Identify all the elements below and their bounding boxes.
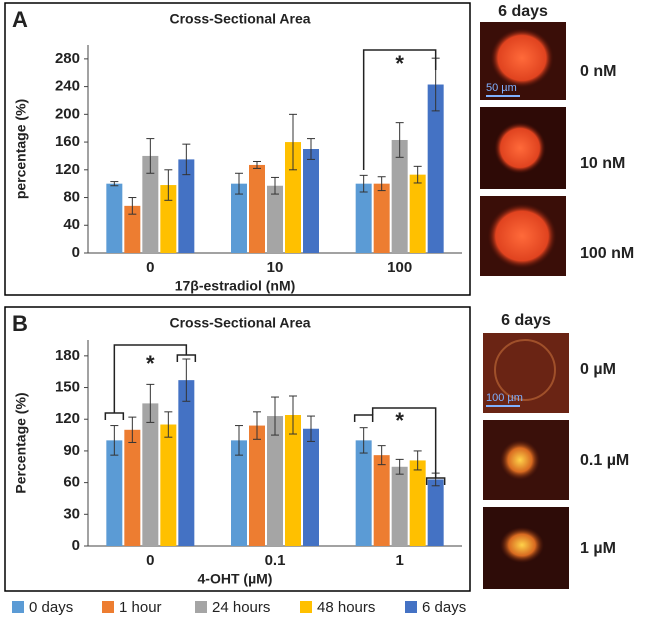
x-tick-label: 1 [395,552,403,569]
bar [267,185,283,253]
legend-swatch [405,601,417,613]
spheroid [490,28,554,88]
micrograph-label: 0 nM [580,63,616,80]
legend-swatch [300,601,312,613]
significance-marker: * [146,351,155,376]
bar [160,424,177,546]
y-axis-label: Percentage (%) [13,392,29,493]
bar [124,429,141,546]
significance-marker: * [395,51,404,76]
x-tick-label: 0.1 [265,552,286,569]
micrograph-label: 100 nM [580,245,634,262]
spheroid [487,203,557,269]
x-tick-label: 100 [387,259,412,276]
bar [373,183,390,253]
y-tick-label: 120 [55,161,80,178]
bar [409,174,426,253]
significance-bracket [353,414,374,422]
bar [178,159,195,253]
spheroid [494,339,556,401]
bar [231,183,247,253]
x-tick-label: 0 [146,259,154,276]
bar [355,440,372,546]
bar [391,139,408,253]
x-tick-label: 10 [267,259,284,276]
micrograph-label: 0.1 µM [580,452,629,469]
chart-title: Cross-Sectional Area [169,315,310,331]
bar [142,155,159,253]
legend-label: 24 hours [212,599,270,616]
bar [303,149,319,253]
bar [231,440,247,546]
panel-frame [4,306,471,592]
legend-label: 1 hour [119,599,162,616]
legend-label: 6 days [422,599,466,616]
scale-label: 50 µm [486,82,517,94]
y-tick-label: 0 [72,244,80,261]
legend-swatch [102,601,114,613]
bar [106,440,123,546]
bar [178,380,195,546]
panel-frame [4,2,471,296]
bar [373,455,390,546]
bar [267,416,283,546]
micrographs [480,22,569,589]
y-tick-label: 40 [63,216,80,233]
chart-title: Cross-Sectional Area [169,11,310,27]
y-tick-label: 150 [55,379,80,396]
bar [249,164,265,253]
bar [124,205,141,253]
micrograph-title: 6 days [498,3,548,20]
bar [427,479,444,546]
bar [142,403,159,546]
micrograph-label: 1 µM [580,540,616,557]
y-axis-label: percentage (%) [13,99,29,199]
legend-swatch [12,601,24,613]
bar [427,84,444,254]
y-tick-label: 160 [55,133,80,150]
micrograph-title: 6 days [501,312,551,329]
x-axis-label: 17β-estradiol (nM) [175,278,296,294]
significance-bracket [362,49,437,170]
y-tick-label: 200 [55,105,80,122]
y-tick-label: 280 [55,50,80,67]
bar [106,183,123,253]
y-tick-label: 120 [55,410,80,427]
y-tick-label: 80 [63,189,80,206]
legend-label: 48 hours [317,599,375,616]
spheroid [500,527,544,563]
bar [249,425,265,546]
spheroid [500,440,540,480]
panel-label: B [12,311,28,336]
spheroid [494,122,546,174]
scale-label: 100 µm [486,392,523,404]
micrograph-label: 10 nM [580,155,625,172]
y-tick-label: 180 [55,347,80,364]
y-tick-label: 60 [63,474,80,491]
bar [285,415,301,546]
micrograph-label: 0 µM [580,361,616,378]
y-tick-label: 90 [63,442,80,459]
legend-swatch [195,601,207,613]
significance-bracket [113,344,188,413]
significance-marker: * [395,408,404,433]
y-tick-label: 240 [55,78,80,95]
bar [355,183,372,253]
significance-bracket [104,412,125,420]
bar [160,185,177,253]
legend-label: 0 days [29,599,73,616]
bar [391,466,408,546]
bar [303,428,319,546]
y-tick-label: 30 [63,505,80,522]
bar [409,460,426,546]
x-tick-label: 0 [146,552,154,569]
panel-label: A [12,7,28,32]
y-tick-label: 0 [72,537,80,554]
significance-bracket [371,407,437,478]
x-axis-label: 4-OHT (µM) [198,571,273,587]
